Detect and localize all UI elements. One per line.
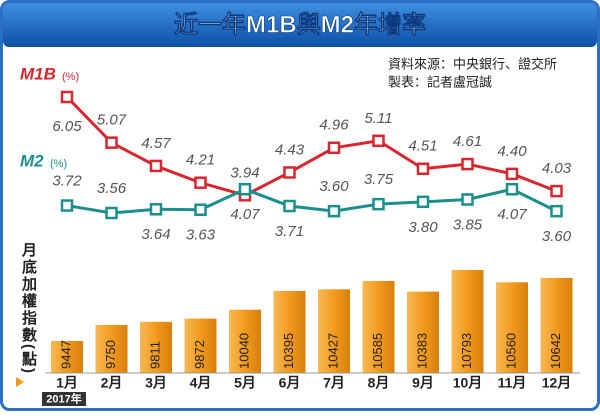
value-label: 3.71	[275, 223, 304, 240]
x-tick-label: 9月	[412, 375, 434, 391]
point	[105, 206, 118, 220]
value-label: 4.21	[186, 152, 215, 169]
value-label: 3.60	[319, 178, 349, 195]
x-tick-label: 7月	[323, 375, 345, 391]
bar-value: 9872	[192, 340, 207, 369]
bar	[95, 325, 128, 373]
bar	[451, 270, 484, 373]
point	[505, 182, 519, 196]
point	[194, 176, 207, 189]
value-label: 4.03	[542, 160, 572, 177]
value-label: 4.51	[408, 138, 437, 155]
point	[149, 203, 163, 216]
point	[372, 134, 385, 148]
value-label: 3.94	[230, 164, 259, 181]
bar	[318, 289, 350, 373]
value-label: 4.43	[275, 141, 305, 158]
point	[550, 204, 563, 218]
value-label: 4.61	[453, 133, 482, 150]
x-tick-label: 2月	[101, 375, 123, 391]
value-label: 4.07	[497, 206, 527, 223]
legend-m1b-unit: (%)	[62, 71, 79, 83]
value-label: 4.57	[141, 135, 171, 152]
value-label: 4.07	[230, 206, 260, 223]
value-label: 3.60	[542, 228, 572, 245]
point	[416, 195, 430, 209]
x-tick-label: 1月	[56, 375, 78, 391]
x-tick-label: 11月	[498, 375, 527, 391]
x-tick-label: 12月	[542, 375, 572, 391]
legend-m2: M2	[20, 151, 44, 170]
point	[105, 136, 118, 149]
point	[327, 204, 341, 218]
bar	[184, 318, 217, 373]
bar-value: 10642	[548, 333, 563, 369]
bar-value: 9447	[58, 340, 73, 369]
title-bar	[3, 3, 597, 47]
point	[60, 90, 74, 104]
value-label: 4.40	[497, 143, 527, 160]
author: 製表：記者盧冠誠	[388, 74, 492, 89]
bar	[496, 282, 528, 373]
value-label: 5.07	[97, 112, 127, 129]
bar-value: 10395	[281, 333, 296, 369]
bar	[362, 280, 395, 373]
series-line	[65, 95, 558, 197]
point	[283, 199, 296, 213]
value-label: 3.64	[141, 226, 170, 243]
point	[283, 166, 296, 179]
bar	[273, 290, 306, 373]
point	[416, 162, 430, 175]
x-tick-label: 4月	[190, 375, 212, 391]
year-label: 2017年	[46, 391, 81, 405]
bar-y-label: 月底加權指數(點)	[20, 242, 38, 375]
bar-value: 10427	[325, 333, 340, 369]
x-tick-label: 8月	[368, 375, 390, 391]
value-label: 4.96	[319, 117, 349, 134]
value-label: 3.56	[97, 180, 127, 197]
bar	[540, 277, 573, 373]
x-tick-label: 5月	[234, 375, 256, 391]
value-label: 3.63	[186, 227, 216, 244]
point	[461, 193, 474, 206]
bar-value: 10040	[236, 333, 251, 369]
bar	[51, 341, 83, 373]
series-line	[66, 187, 558, 215]
point	[461, 157, 474, 171]
source: 資料來源：中央銀行、證交所	[388, 56, 557, 71]
bar-value: 10560	[503, 333, 518, 369]
bar-value: 9750	[103, 340, 118, 369]
bar-value: 10585	[370, 333, 385, 369]
point	[60, 199, 74, 212]
value-label: 6.05	[52, 118, 82, 135]
legend-m1b: M1B	[20, 64, 56, 83]
bar-value: 10383	[414, 333, 429, 369]
point	[149, 159, 163, 173]
bar	[229, 309, 261, 373]
title: 近一年M1B與M2年增率	[174, 10, 426, 38]
value-label: 5.11	[364, 110, 392, 127]
year-box	[42, 392, 86, 406]
point	[327, 141, 341, 155]
x-tick-label: 6月	[279, 375, 301, 391]
bar-value: 9811	[147, 341, 162, 369]
legend-m2-unit: (%)	[50, 158, 67, 170]
point	[194, 203, 207, 216]
value-label: 3.80	[408, 219, 438, 236]
value-label: 3.72	[52, 173, 82, 190]
point	[238, 182, 252, 196]
bar	[140, 321, 172, 373]
point	[372, 197, 385, 211]
bar	[407, 291, 439, 373]
x-tick-label: 3月	[145, 375, 167, 391]
point	[550, 184, 563, 198]
arrow	[16, 377, 24, 387]
point	[505, 167, 519, 181]
value-label: 3.75	[364, 171, 394, 188]
value-label: 3.85	[453, 216, 483, 233]
x-tick-label: 10月	[453, 375, 483, 391]
bar-value: 10793	[459, 333, 474, 369]
